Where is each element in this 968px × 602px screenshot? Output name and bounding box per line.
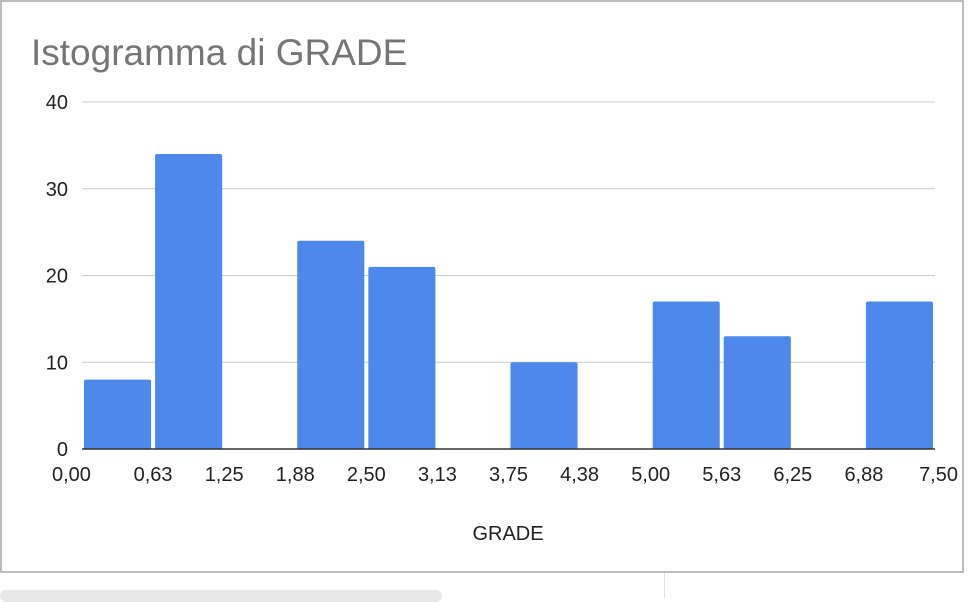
x-tick-label: 0,63 bbox=[134, 464, 173, 486]
histogram-bar[interactable] bbox=[723, 336, 791, 449]
y-tick-labels: 0 10 20 30 40 bbox=[46, 92, 68, 461]
y-tick-label: 30 bbox=[46, 179, 68, 201]
x-axis-label: GRADE bbox=[472, 523, 543, 545]
chart-title: Istogramma di GRADE bbox=[31, 32, 408, 73]
y-tick-label: 20 bbox=[46, 266, 68, 288]
histogram-bar[interactable] bbox=[368, 266, 436, 449]
y-tick-label: 0 bbox=[57, 439, 68, 461]
bars bbox=[84, 154, 933, 450]
x-tick-label: 4,38 bbox=[560, 464, 599, 486]
horizontal-scrollbar[interactable] bbox=[0, 590, 442, 602]
x-tick-label: 6,25 bbox=[773, 464, 812, 486]
x-tick-label: 5,00 bbox=[631, 464, 670, 486]
histogram-bar[interactable] bbox=[84, 379, 152, 449]
histogram-bar[interactable] bbox=[652, 301, 720, 449]
x-tick-label: 1,25 bbox=[205, 464, 244, 486]
x-tick-label: 5,63 bbox=[702, 464, 741, 486]
x-tick-label: 6,88 bbox=[844, 464, 883, 486]
x-tick-labels: 0,00 0,63 1,25 1,88 2,50 3,13 3,75 4,38 5,00 5,63… bbox=[52, 464, 958, 486]
histogram-bar[interactable] bbox=[297, 240, 365, 449]
x-tick-label: 7,50 bbox=[919, 464, 958, 486]
gridlines bbox=[82, 101, 935, 363]
x-tick-label: 0,00 bbox=[52, 464, 91, 486]
histogram-bar[interactable] bbox=[510, 362, 578, 449]
histogram-bar[interactable] bbox=[865, 301, 933, 449]
x-tick-label: 1,88 bbox=[276, 464, 315, 486]
x-tick-label: 3,75 bbox=[489, 464, 528, 486]
y-tick-label: 40 bbox=[46, 92, 68, 114]
x-tick-label: 2,50 bbox=[347, 464, 386, 486]
x-tick-label: 3,13 bbox=[418, 464, 457, 486]
histogram-bar[interactable] bbox=[155, 154, 223, 450]
y-tick-label: 10 bbox=[46, 352, 68, 374]
